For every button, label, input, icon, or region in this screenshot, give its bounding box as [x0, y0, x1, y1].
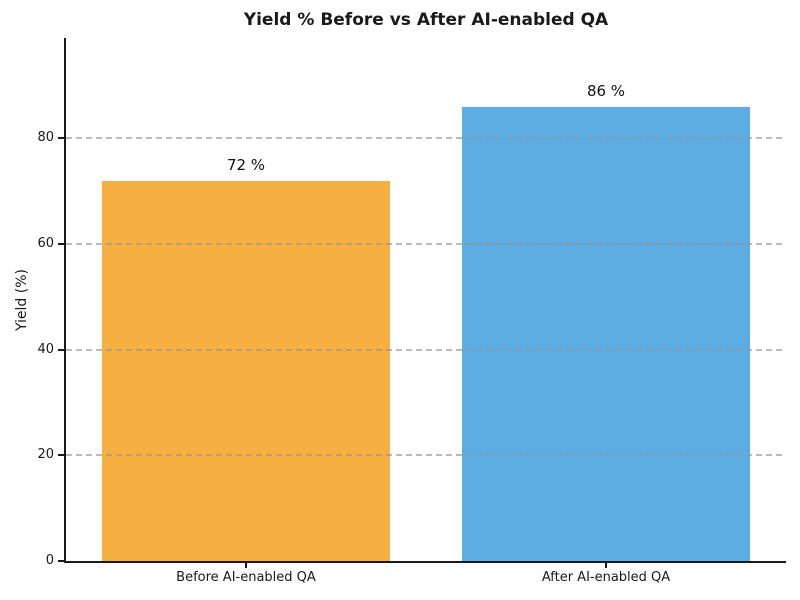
bar — [462, 106, 750, 561]
y-tick-mark — [58, 348, 64, 351]
plot-area: 72 % 86 % — [66, 38, 786, 561]
y-tick-label: 40 — [37, 341, 54, 357]
gridline — [66, 348, 786, 351]
y-tick-mark — [58, 243, 64, 246]
chart-title: Yield % Before vs After AI-enabled QA — [243, 10, 609, 30]
y-tick-label: 80 — [37, 130, 54, 146]
bar-value-label: 86 % — [586, 81, 626, 100]
bar-value-label: 72 % — [226, 155, 266, 174]
gridline — [66, 454, 786, 457]
x-tick-mark — [605, 563, 607, 568]
y-tick-mark — [58, 137, 64, 140]
gridline — [66, 243, 786, 246]
bar — [102, 180, 390, 561]
y-tick-label: 20 — [37, 447, 54, 463]
y-tick-label: 60 — [37, 236, 54, 252]
x-tick-label: Before AI-enabled QA — [176, 570, 316, 585]
y-tick-mark — [58, 560, 64, 562]
y-tick-label: 0 — [45, 553, 54, 568]
y-axis-label: Yield (%) — [14, 268, 30, 332]
x-tick-label: After AI-enabled QA — [541, 570, 671, 585]
y-tick-mark — [58, 454, 64, 457]
gridline — [66, 137, 786, 140]
x-tick-mark — [245, 563, 247, 568]
y-axis-spine — [64, 38, 66, 563]
x-axis-spine — [64, 561, 786, 563]
